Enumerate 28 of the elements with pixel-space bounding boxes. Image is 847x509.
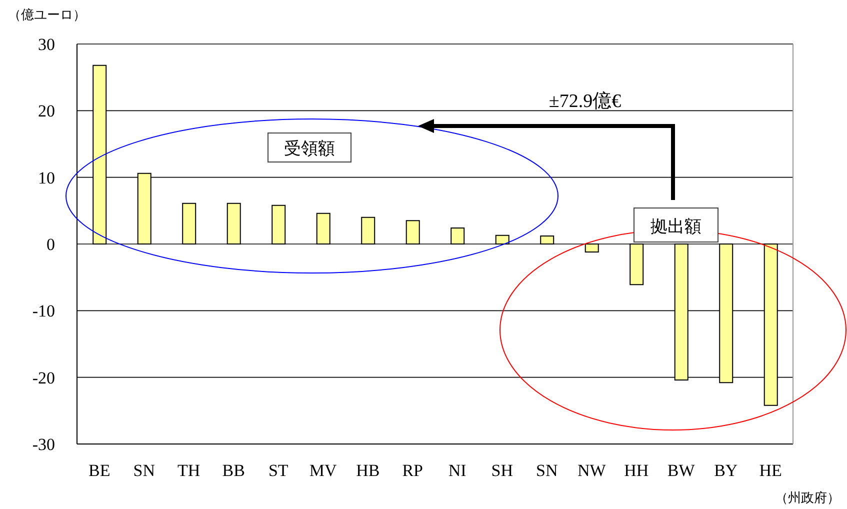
y-tick-label: -20 xyxy=(32,368,55,388)
y-tick-label: -10 xyxy=(32,302,55,321)
x-tick-label: SN xyxy=(133,461,155,480)
y-tick-label: 30 xyxy=(38,35,55,54)
x-axis-title: （州政府） xyxy=(775,490,840,506)
x-tick-label: TH xyxy=(178,461,200,480)
x-tick-label: BW xyxy=(667,461,696,480)
annotation: 受領額 xyxy=(284,139,335,159)
x-tick-label: BY xyxy=(714,461,738,480)
annotation: 拠出額 xyxy=(650,217,702,237)
x-tick-label: MV xyxy=(309,461,338,480)
y-tick-label: 20 xyxy=(38,102,55,121)
y-axis-title: （億ユーロ） xyxy=(8,8,86,23)
x-tick-label: SN xyxy=(536,461,558,480)
x-tick-label: SH xyxy=(491,461,513,480)
x-tick-label: HE xyxy=(759,461,782,480)
x-tick-label: BE xyxy=(88,461,110,480)
x-tick-label: NI xyxy=(448,461,467,480)
x-tick-label: ST xyxy=(268,461,289,480)
x-tick-label: HB xyxy=(356,461,380,480)
y-tick-label: 0 xyxy=(46,235,55,254)
x-tick-label: NW xyxy=(577,461,607,480)
y-tick-label: -30 xyxy=(32,435,55,454)
y-tick-label: 10 xyxy=(38,168,55,188)
x-tick-label: RP xyxy=(402,461,424,480)
annotation: ±72.9億€ xyxy=(548,91,622,112)
x-tick-label: HH xyxy=(624,461,649,480)
x-tick-label: BB xyxy=(222,461,245,480)
